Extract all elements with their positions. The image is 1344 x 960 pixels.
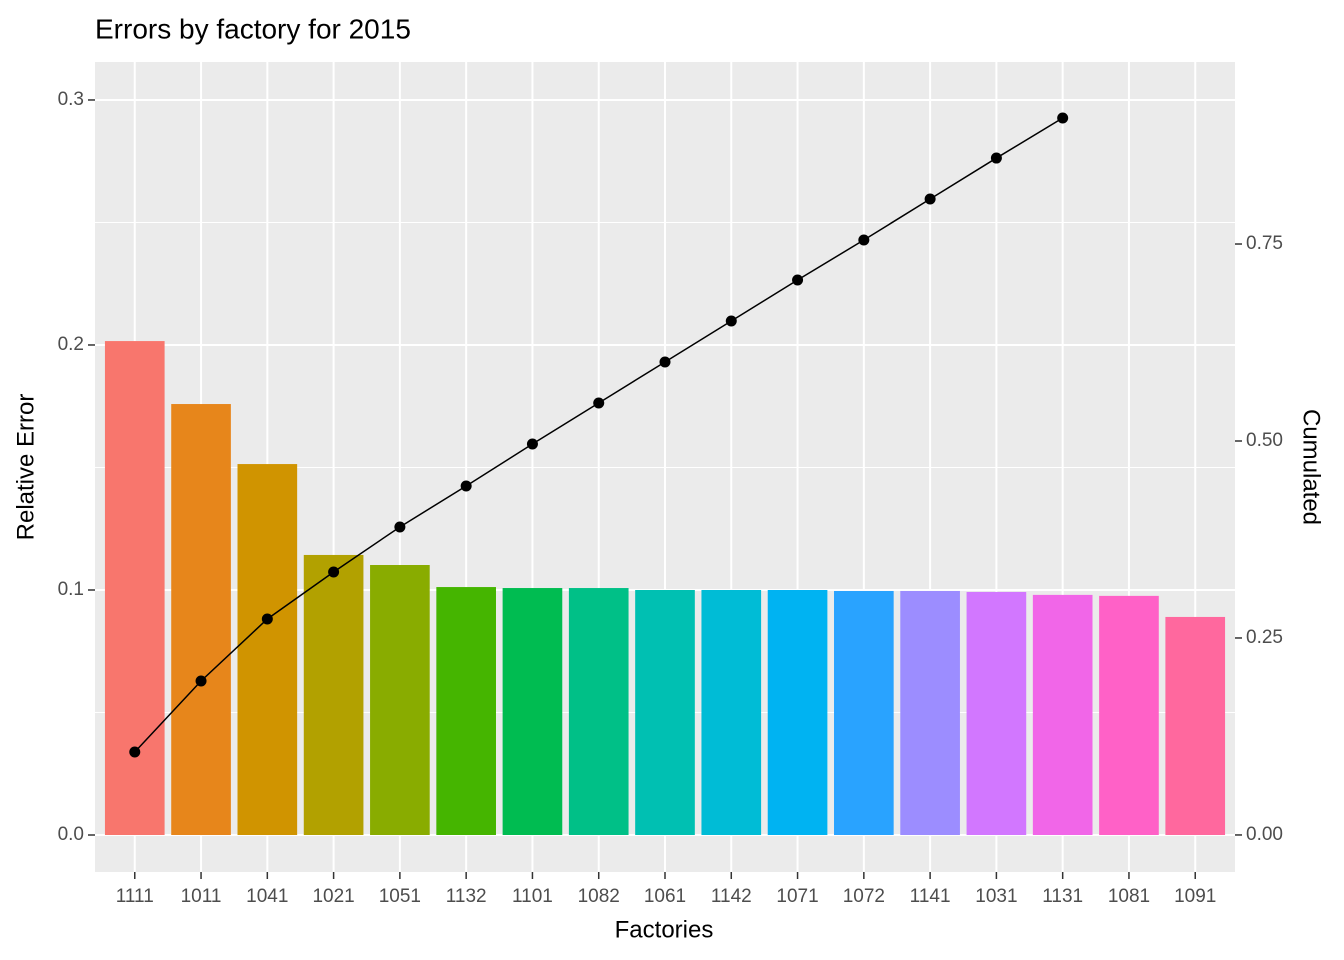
y2-tick-label: 0.25 (1246, 627, 1283, 648)
x-tick-label: 1061 (644, 886, 686, 907)
point (261, 613, 273, 625)
bar (1032, 594, 1093, 836)
point (792, 274, 804, 286)
point (394, 521, 406, 533)
x-tick-label: 1141 (910, 886, 951, 907)
y-tick-label: 0.2 (58, 334, 84, 355)
bar (701, 589, 762, 836)
x-tick-label: 1021 (312, 886, 354, 907)
bar (237, 464, 298, 836)
bar (370, 565, 430, 836)
y2-tick-label: 0.75 (1246, 233, 1283, 254)
y2-axis-title: Cumulated (1298, 409, 1325, 525)
y-tick-label: 0.1 (58, 579, 84, 600)
point (460, 480, 472, 492)
chart-title: Errors by factory for 2015 (95, 13, 411, 44)
point (659, 356, 671, 368)
point (526, 438, 538, 450)
point (195, 675, 207, 687)
x-tick-label: 1071 (776, 886, 818, 907)
x-tick-label: 1081 (1108, 886, 1150, 907)
x-axis-title: Factories (615, 916, 714, 943)
point (725, 315, 737, 327)
x-tick-label: 1091 (1174, 886, 1216, 907)
bar (104, 341, 165, 836)
x-tick-label: 1111 (116, 886, 154, 907)
point (328, 566, 340, 578)
x-tick-label: 1072 (843, 886, 885, 907)
bar (171, 404, 231, 836)
point (593, 397, 605, 409)
point (924, 193, 936, 205)
bar (834, 590, 894, 836)
point (858, 234, 870, 246)
x-tick-label: 1142 (711, 886, 752, 907)
bar (1165, 616, 1226, 836)
y-tick-label: 0.0 (58, 824, 84, 845)
bar (436, 587, 496, 836)
bar (900, 590, 960, 836)
bar (966, 591, 1027, 836)
x-tick-label: 1082 (578, 886, 620, 907)
bar (1099, 595, 1159, 836)
point (129, 746, 141, 758)
y2-tick-label: 0.00 (1246, 824, 1283, 845)
bar (502, 588, 563, 836)
x-tick-label: 1031 (975, 886, 1017, 907)
point (1057, 112, 1069, 124)
x-tick-label: 1011 (181, 886, 222, 907)
x-tick-label: 1131 (1042, 886, 1083, 907)
x-tick-label: 1101 (512, 886, 553, 907)
y2-tick-label: 0.50 (1246, 430, 1283, 451)
bar (767, 589, 828, 836)
x-tick-label: 1132 (446, 886, 487, 907)
x-tick-label: 1051 (379, 886, 421, 907)
y-tick-label: 0.3 (58, 89, 84, 110)
x-tick-label: 1041 (246, 886, 288, 907)
bar (303, 554, 364, 836)
y-axis-title: Relative Error (12, 394, 39, 541)
point (990, 152, 1002, 164)
bar (635, 589, 695, 836)
bar (568, 588, 629, 836)
